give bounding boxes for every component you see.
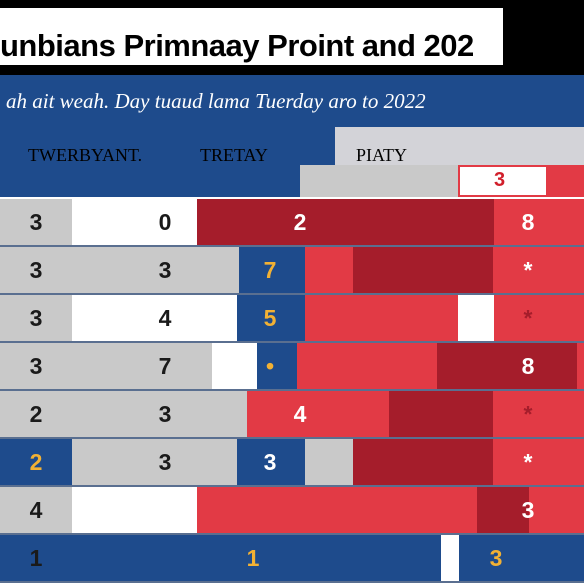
table-cell <box>197 247 239 293</box>
table-cell <box>0 343 72 389</box>
table-cell <box>529 487 584 533</box>
row-divider <box>0 485 584 487</box>
subheader-gray <box>300 165 458 197</box>
row-divider <box>0 245 584 247</box>
row-divider <box>0 341 584 343</box>
table-cell <box>493 391 584 437</box>
table-cell-value: 2 <box>29 449 43 475</box>
table-cell-value: 5 <box>263 305 277 331</box>
table-cell-value: * <box>523 401 533 427</box>
subheader-marker-cell <box>458 165 548 197</box>
table-cell <box>0 439 72 485</box>
table-cell-value: 8 <box>521 353 535 379</box>
table-cell-value: 3 <box>29 257 43 283</box>
table-cell <box>577 343 584 389</box>
table-cell <box>72 391 247 437</box>
table-cell <box>0 295 72 341</box>
table-cell <box>305 295 458 341</box>
table-cell <box>493 247 584 293</box>
table-cell <box>494 295 584 341</box>
table-cell-value: 7 <box>158 353 172 379</box>
column-header-3: PIATY <box>356 145 408 165</box>
table-cell <box>237 295 305 341</box>
table-cell <box>72 343 212 389</box>
table-cell <box>72 487 197 533</box>
table-cell <box>247 391 389 437</box>
table-cell-value: 3 <box>158 449 172 475</box>
table-cell <box>389 391 493 437</box>
table-cell-value: 3 <box>158 401 172 427</box>
column-header-2: TRETAY <box>200 145 268 165</box>
page-subtitle: ah ait weah. Day tuaud lama Tuerday aro … <box>6 89 426 113</box>
table-cell-value: 4 <box>29 497 43 523</box>
table-cell <box>197 199 372 245</box>
row-divider <box>0 389 584 391</box>
table-cell <box>459 535 584 581</box>
table-cell-value: 1 <box>246 545 260 571</box>
subtitle-bar: ah ait weah. Day tuaud lama Tuerday aro … <box>0 75 584 127</box>
table-cell-value: 3 <box>29 209 43 235</box>
subheader-marker: 3 <box>494 169 506 191</box>
table-cell <box>441 535 459 581</box>
table-cell <box>372 199 494 245</box>
table-cell <box>437 343 577 389</box>
table-cell-value: 3 <box>489 545 503 571</box>
table-cell-value: 3 <box>29 305 43 331</box>
table-cell <box>0 487 72 533</box>
table-cell <box>72 199 197 245</box>
table-cell-value: 7 <box>263 257 277 283</box>
table-cell-value: 0 <box>158 209 172 235</box>
table-cell-value: 3 <box>158 257 172 283</box>
table-cell-value: 1 <box>29 545 43 571</box>
table-cell <box>197 487 332 533</box>
table-cell-value: 4 <box>293 401 307 427</box>
row-divider <box>0 437 584 439</box>
subheader-blue <box>0 165 300 197</box>
row-divider <box>0 533 584 535</box>
table-cell-value: 2 <box>293 209 307 235</box>
table-cell <box>353 247 493 293</box>
table-cell <box>72 535 441 581</box>
subheader-red <box>548 165 584 197</box>
table-cell <box>72 247 197 293</box>
table-cell-value: 3 <box>263 449 277 475</box>
table-cell <box>305 247 353 293</box>
table-cell-value: 3 <box>521 497 535 523</box>
table-cell <box>0 199 72 245</box>
table-cell <box>477 487 529 533</box>
table-cell-value: 4 <box>158 305 172 331</box>
table-cell-value: * <box>523 257 533 283</box>
table-cell <box>0 247 72 293</box>
table-cell-value: * <box>523 305 533 331</box>
table-cell <box>72 295 237 341</box>
table-cell <box>493 439 584 485</box>
table-cell <box>332 487 477 533</box>
column-header-1: TWERBYANT. <box>28 145 143 165</box>
table-cell-value: 8 <box>521 209 535 235</box>
table-cell-value: 3 <box>29 353 43 379</box>
table-cell <box>353 439 493 485</box>
table-cell <box>72 439 237 485</box>
table-cell-value: • <box>265 353 275 379</box>
table-cell <box>212 343 257 389</box>
row-divider <box>0 581 584 583</box>
table-cell <box>297 343 437 389</box>
table-cell <box>0 391 72 437</box>
table-cell <box>494 199 584 245</box>
table-cell <box>237 439 305 485</box>
page-title: unbians Primnaay Proint and 202 <box>0 28 474 63</box>
row-divider <box>0 293 584 295</box>
table-cell <box>458 295 494 341</box>
title-background: unbians Primnaay Proint and 202 <box>0 8 503 65</box>
table-cell <box>257 343 297 389</box>
table-cell-value: * <box>523 449 533 475</box>
table-cell <box>0 535 72 581</box>
table-cell-value: 2 <box>29 401 43 427</box>
table-cell <box>239 247 305 293</box>
table-cell <box>305 439 353 485</box>
